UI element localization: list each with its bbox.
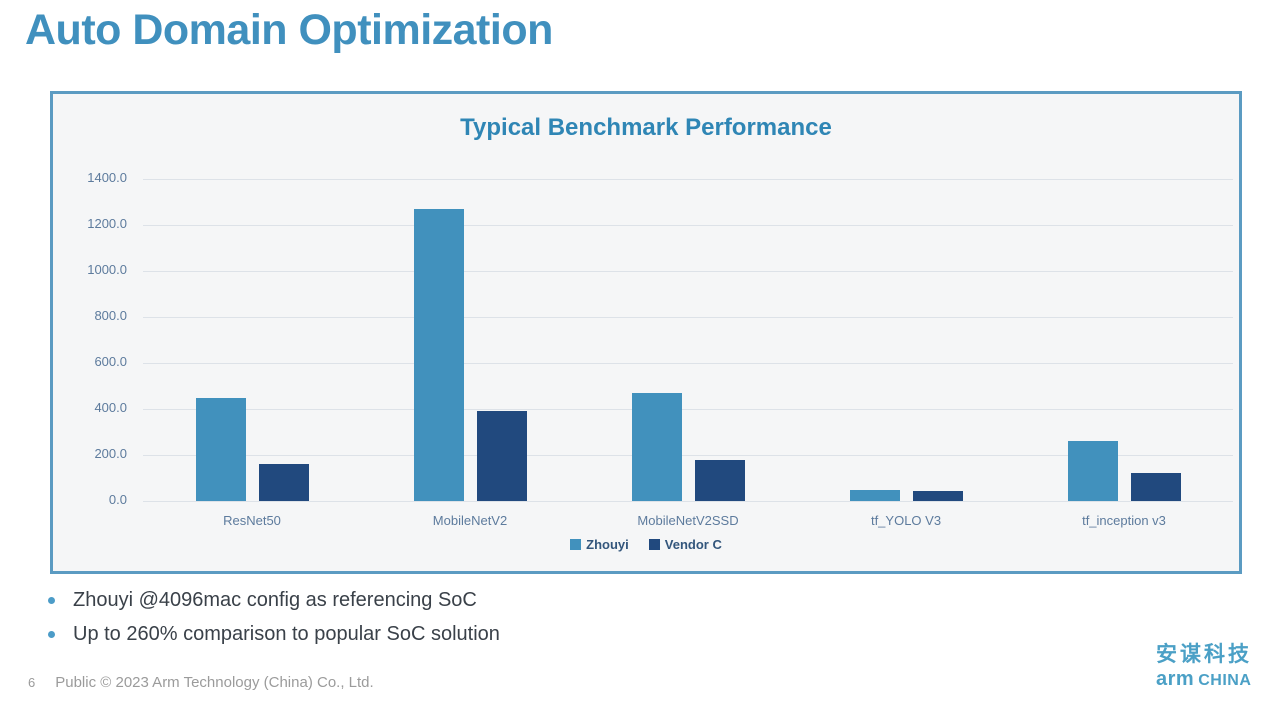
y-axis-tick-label: 400.0	[94, 400, 127, 415]
bar-vendor-c-resnet50	[258, 464, 309, 501]
benchmark-chart-panel: Typical Benchmark Performance 0.0 200.0 40…	[50, 91, 1242, 574]
gridline-200	[143, 455, 1233, 456]
bar-zhouyi-mobilenetv2	[413, 208, 464, 501]
gridline-600	[143, 363, 1233, 364]
gridline-0	[143, 501, 1233, 502]
bar-chart-plot-area: 0.0 200.0 400.0 600.0 800.0 1000.0 1200.0 1400.…	[87, 170, 1233, 528]
y-axis-tick-label: 600.0	[94, 354, 127, 369]
bar-zhouyi-mobilenetv2ssd	[631, 392, 682, 501]
legend-item-zhouyi: Zhouyi	[570, 537, 629, 552]
bullet-list: Zhouyi @4096mac config as referencing So…	[48, 589, 500, 657]
legend-swatch-icon	[648, 539, 660, 550]
logo-arm-wordmark: arm	[1156, 668, 1195, 691]
bullet-text: Up to 260% comparison to popular SoC sol…	[73, 623, 500, 645]
x-axis-label-mobilenetv2: MobileNetV2	[432, 513, 508, 528]
bullet-text: Zhouyi @4096mac config as referencing So…	[73, 589, 477, 611]
logo-latin-text: arm CHINA	[1156, 668, 1252, 690]
legend-swatch-icon	[570, 539, 582, 550]
gridline-1200	[143, 225, 1233, 226]
bullet-item: Up to 260% comparison to popular SoC sol…	[48, 623, 500, 646]
gridline-1400	[143, 179, 1233, 180]
arm-china-logo: 安谋科技 arm CHINA	[1156, 643, 1252, 690]
gridline-400	[143, 409, 1233, 410]
logo-china-wordmark: CHINA	[1198, 672, 1252, 690]
gridline-1000	[143, 271, 1233, 272]
x-axis-label-tf-inception-v3: tf_inception v3	[1082, 513, 1166, 528]
bar-zhouyi-tf-inception-v3	[1067, 441, 1118, 501]
y-axis-tick-label: 1400.0	[87, 170, 127, 185]
bar-vendor-c-tf-yolo-v3	[912, 490, 963, 501]
bullet-dot-icon	[48, 597, 55, 604]
y-axis-tick-label: 0.0	[108, 492, 127, 507]
bar-vendor-c-mobilenetv2ssd	[694, 459, 745, 501]
page-title: Auto Domain Optimization	[25, 6, 553, 54]
legend-item-vendor-c: Vendor C	[648, 537, 722, 552]
y-axis-tick-label: 800.0	[94, 308, 127, 323]
slide-footer: 6 Public © 2023 Arm Technology (China) Co…	[28, 674, 374, 691]
x-axis-label-tf-yolo-v3: tf_YOLO V3	[870, 513, 942, 528]
chart-legend: Zhouyi Vendor C	[53, 537, 1239, 552]
legend-label: Zhouyi	[586, 537, 629, 552]
x-axis-label-mobilenetv2ssd: MobileNetV2SSD	[637, 513, 739, 528]
bar-zhouyi-resnet50	[195, 397, 246, 501]
bar-vendor-c-mobilenetv2	[476, 411, 527, 501]
y-axis-tick-label: 1200.0	[87, 216, 127, 231]
logo-chinese-text: 安谋科技	[1156, 643, 1252, 666]
copyright-text: Public © 2023 Arm Technology (China) Co.…	[55, 674, 374, 691]
gridline-800	[143, 317, 1233, 318]
x-axis-label-resnet50: ResNet50	[223, 513, 281, 528]
chart-title: Typical Benchmark Performance	[460, 114, 832, 141]
page-number: 6	[28, 675, 36, 690]
legend-label: Vendor C	[664, 537, 722, 552]
y-axis-tick-label: 200.0	[94, 446, 127, 461]
bar-zhouyi-tf-yolo-v3	[849, 489, 900, 501]
bullet-item: Zhouyi @4096mac config as referencing So…	[48, 589, 500, 612]
bar-vendor-c-tf-inception-v3	[1130, 473, 1181, 501]
bullet-dot-icon	[48, 631, 55, 638]
y-axis-tick-label: 1000.0	[87, 262, 127, 277]
